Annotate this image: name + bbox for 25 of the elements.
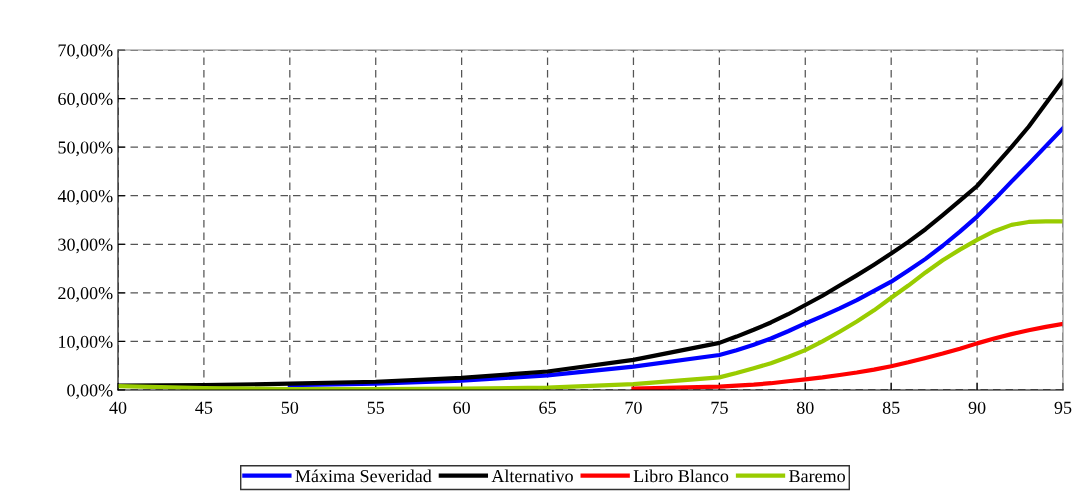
y-tick-label: 30,00% [58, 238, 113, 254]
x-tick-label: 40 [109, 401, 127, 414]
x-tick-label: 90 [968, 401, 986, 414]
legend-label: Libro Blanco [633, 469, 729, 483]
y-tick-label: 70,00% [58, 44, 113, 60]
y-tick-label: 20,00% [58, 287, 113, 302]
x-tick-label: 95 [1054, 401, 1072, 414]
x-tick-label: 50 [281, 401, 299, 414]
legend-label: Alternativo [491, 469, 573, 483]
y-tick-label: 40,00% [57, 189, 113, 205]
x-tick-label: 70 [625, 401, 642, 414]
x-tick-label: 80 [796, 401, 814, 414]
y-tick-label: 10,00% [59, 335, 113, 351]
y-tick-label: 50,00% [58, 141, 113, 157]
x-tick-label: 85 [882, 401, 900, 414]
x-tick-label: 75 [711, 401, 728, 414]
x-tick-label: 60 [453, 401, 470, 414]
legend-label: Baremo [789, 470, 845, 483]
y-tick-label: 60,00% [58, 92, 113, 108]
x-tick-label: 65 [539, 401, 556, 414]
line-series [631, 321, 1063, 390]
x-tick-label: 45 [195, 401, 213, 414]
y-tick-label: 0,00% [67, 384, 113, 400]
x-tick-label: 55 [367, 401, 385, 414]
legend-label: Máxima Severidad [295, 469, 432, 483]
